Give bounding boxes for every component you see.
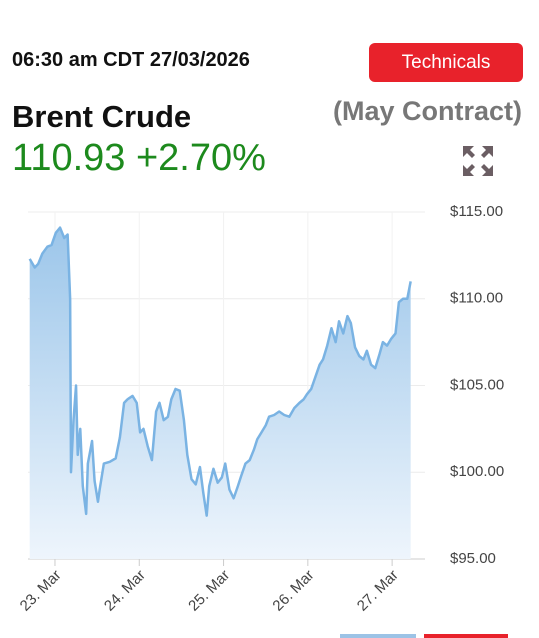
y-tick-label: $110.00 [450,290,503,307]
decor-bar [340,634,416,638]
y-tick-label: $105.00 [450,376,504,393]
expand-icon[interactable] [461,144,495,178]
price: 110.93 [12,137,126,179]
decor-bar [424,634,508,638]
instrument-name: Brent Crude [12,99,192,134]
area-fill [29,227,411,559]
technicals-button[interactable]: Technicals [369,43,523,82]
price-line [28,226,412,517]
y-tick-label: $100.00 [450,463,504,480]
x-tick-label: 25. Mar [185,567,233,615]
x-tick-label: 26. Mar [269,567,317,615]
quote: 110.93 +2.70% [12,137,266,180]
x-tick-label: 27. Mar [354,567,402,615]
contract: (May Contract) [332,96,522,126]
y-tick-label: $115.00 [450,203,503,220]
timestamp: 06:30 am CDT 27/03/2026 [12,49,250,71]
x-tick-label: 23. Mar [17,567,65,615]
x-tick-label: 24. Mar [101,567,149,615]
y-tick-label: $95.00 [450,550,496,567]
change: +2.70% [135,137,266,179]
